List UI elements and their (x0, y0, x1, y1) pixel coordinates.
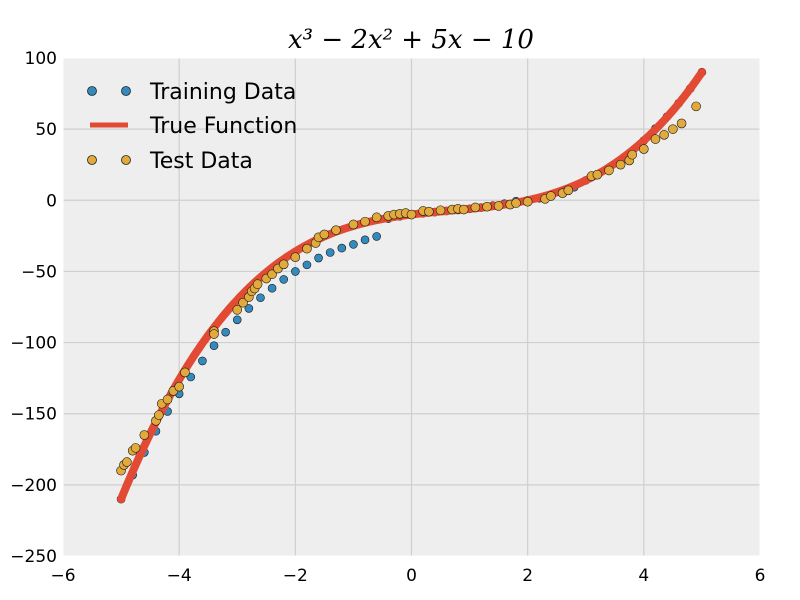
training-point (302, 260, 312, 270)
training-point (232, 315, 242, 325)
training-point (221, 327, 230, 337)
plot-frame (62, 57, 761, 557)
legend-marker-training-left (87, 86, 97, 96)
test-data-points (116, 101, 701, 476)
test-point (650, 134, 661, 144)
test-point (522, 196, 533, 207)
test-point (238, 297, 248, 308)
test-point (627, 149, 638, 160)
x-tick-labels: −6 −4 −2 0 2 4 6 (50, 566, 765, 586)
training-point (209, 341, 219, 351)
test-point (511, 198, 521, 208)
test-point (659, 130, 669, 140)
training-point (372, 232, 381, 241)
legend-marker-test-right (121, 155, 131, 165)
x-tick-label: −2 (283, 566, 308, 586)
test-point (493, 201, 504, 211)
test-point (406, 209, 417, 220)
y-tick-label: −50 (21, 262, 57, 282)
training-point (291, 267, 300, 276)
test-point (691, 101, 701, 112)
test-point (267, 269, 277, 280)
training-point (337, 243, 347, 253)
test-point (331, 225, 341, 235)
test-point (371, 212, 382, 223)
legend-label-true-function: True Function (149, 114, 297, 139)
test-point (592, 169, 603, 180)
test-point (482, 201, 492, 212)
training-point (314, 253, 323, 263)
test-point (162, 394, 173, 405)
test-point (180, 367, 190, 378)
y-tick-label: −250 (10, 547, 57, 567)
legend: Training Data True Function Test Data (87, 80, 297, 174)
training-point (198, 356, 207, 366)
x-tick-label: 6 (755, 566, 766, 586)
training-point (244, 304, 254, 313)
y-tick-label: −100 (10, 334, 57, 354)
test-point (668, 124, 678, 134)
chart-title: x³ − 2x² + 5x − 10 (288, 25, 534, 55)
test-point (302, 243, 312, 254)
test-point (154, 410, 164, 420)
test-point (290, 252, 301, 263)
training-point (279, 275, 289, 284)
legend-marker-test-left (87, 155, 97, 165)
test-point (604, 165, 614, 176)
test-point (209, 329, 219, 339)
test-point (319, 229, 330, 240)
y-tick-label: 50 (35, 120, 57, 140)
test-point (174, 381, 184, 392)
y-tick-label: −150 (10, 405, 57, 425)
test-point (139, 430, 150, 440)
x-tick-label: 0 (406, 566, 417, 586)
test-point (546, 191, 556, 201)
y-tick-label: 100 (25, 49, 57, 69)
test-point (424, 206, 434, 217)
test-point (615, 159, 626, 170)
test-point (232, 305, 243, 315)
training-point (349, 240, 358, 249)
test-point (676, 118, 687, 129)
y-tick-label: −200 (10, 476, 57, 496)
training-point (360, 235, 370, 245)
test-point (360, 216, 370, 227)
legend-marker-training-right (121, 86, 131, 96)
test-point (348, 219, 359, 230)
test-point (470, 202, 481, 213)
test-point (435, 205, 446, 216)
test-point (122, 457, 132, 467)
test-point (639, 144, 649, 154)
test-point (278, 259, 289, 270)
legend-label-training: Training Data (149, 80, 296, 105)
training-point (256, 293, 265, 303)
y-tick-label: 0 (46, 191, 57, 211)
y-tick-labels: −250 −200 −150 −100 −50 0 50 100 (10, 49, 57, 567)
x-gridlines (178, 58, 645, 556)
x-tick-label: 4 (638, 566, 649, 586)
legend-label-test: Test Data (149, 149, 253, 174)
x-tick-label: −4 (167, 566, 192, 586)
test-point (563, 185, 574, 196)
training-point (267, 283, 277, 293)
x-tick-label: −6 (50, 566, 75, 586)
y-gridlines (63, 128, 760, 486)
training-point (325, 248, 335, 257)
x-tick-label: 2 (522, 566, 533, 586)
test-point (252, 279, 263, 290)
test-point (458, 204, 469, 215)
test-point (130, 443, 141, 453)
